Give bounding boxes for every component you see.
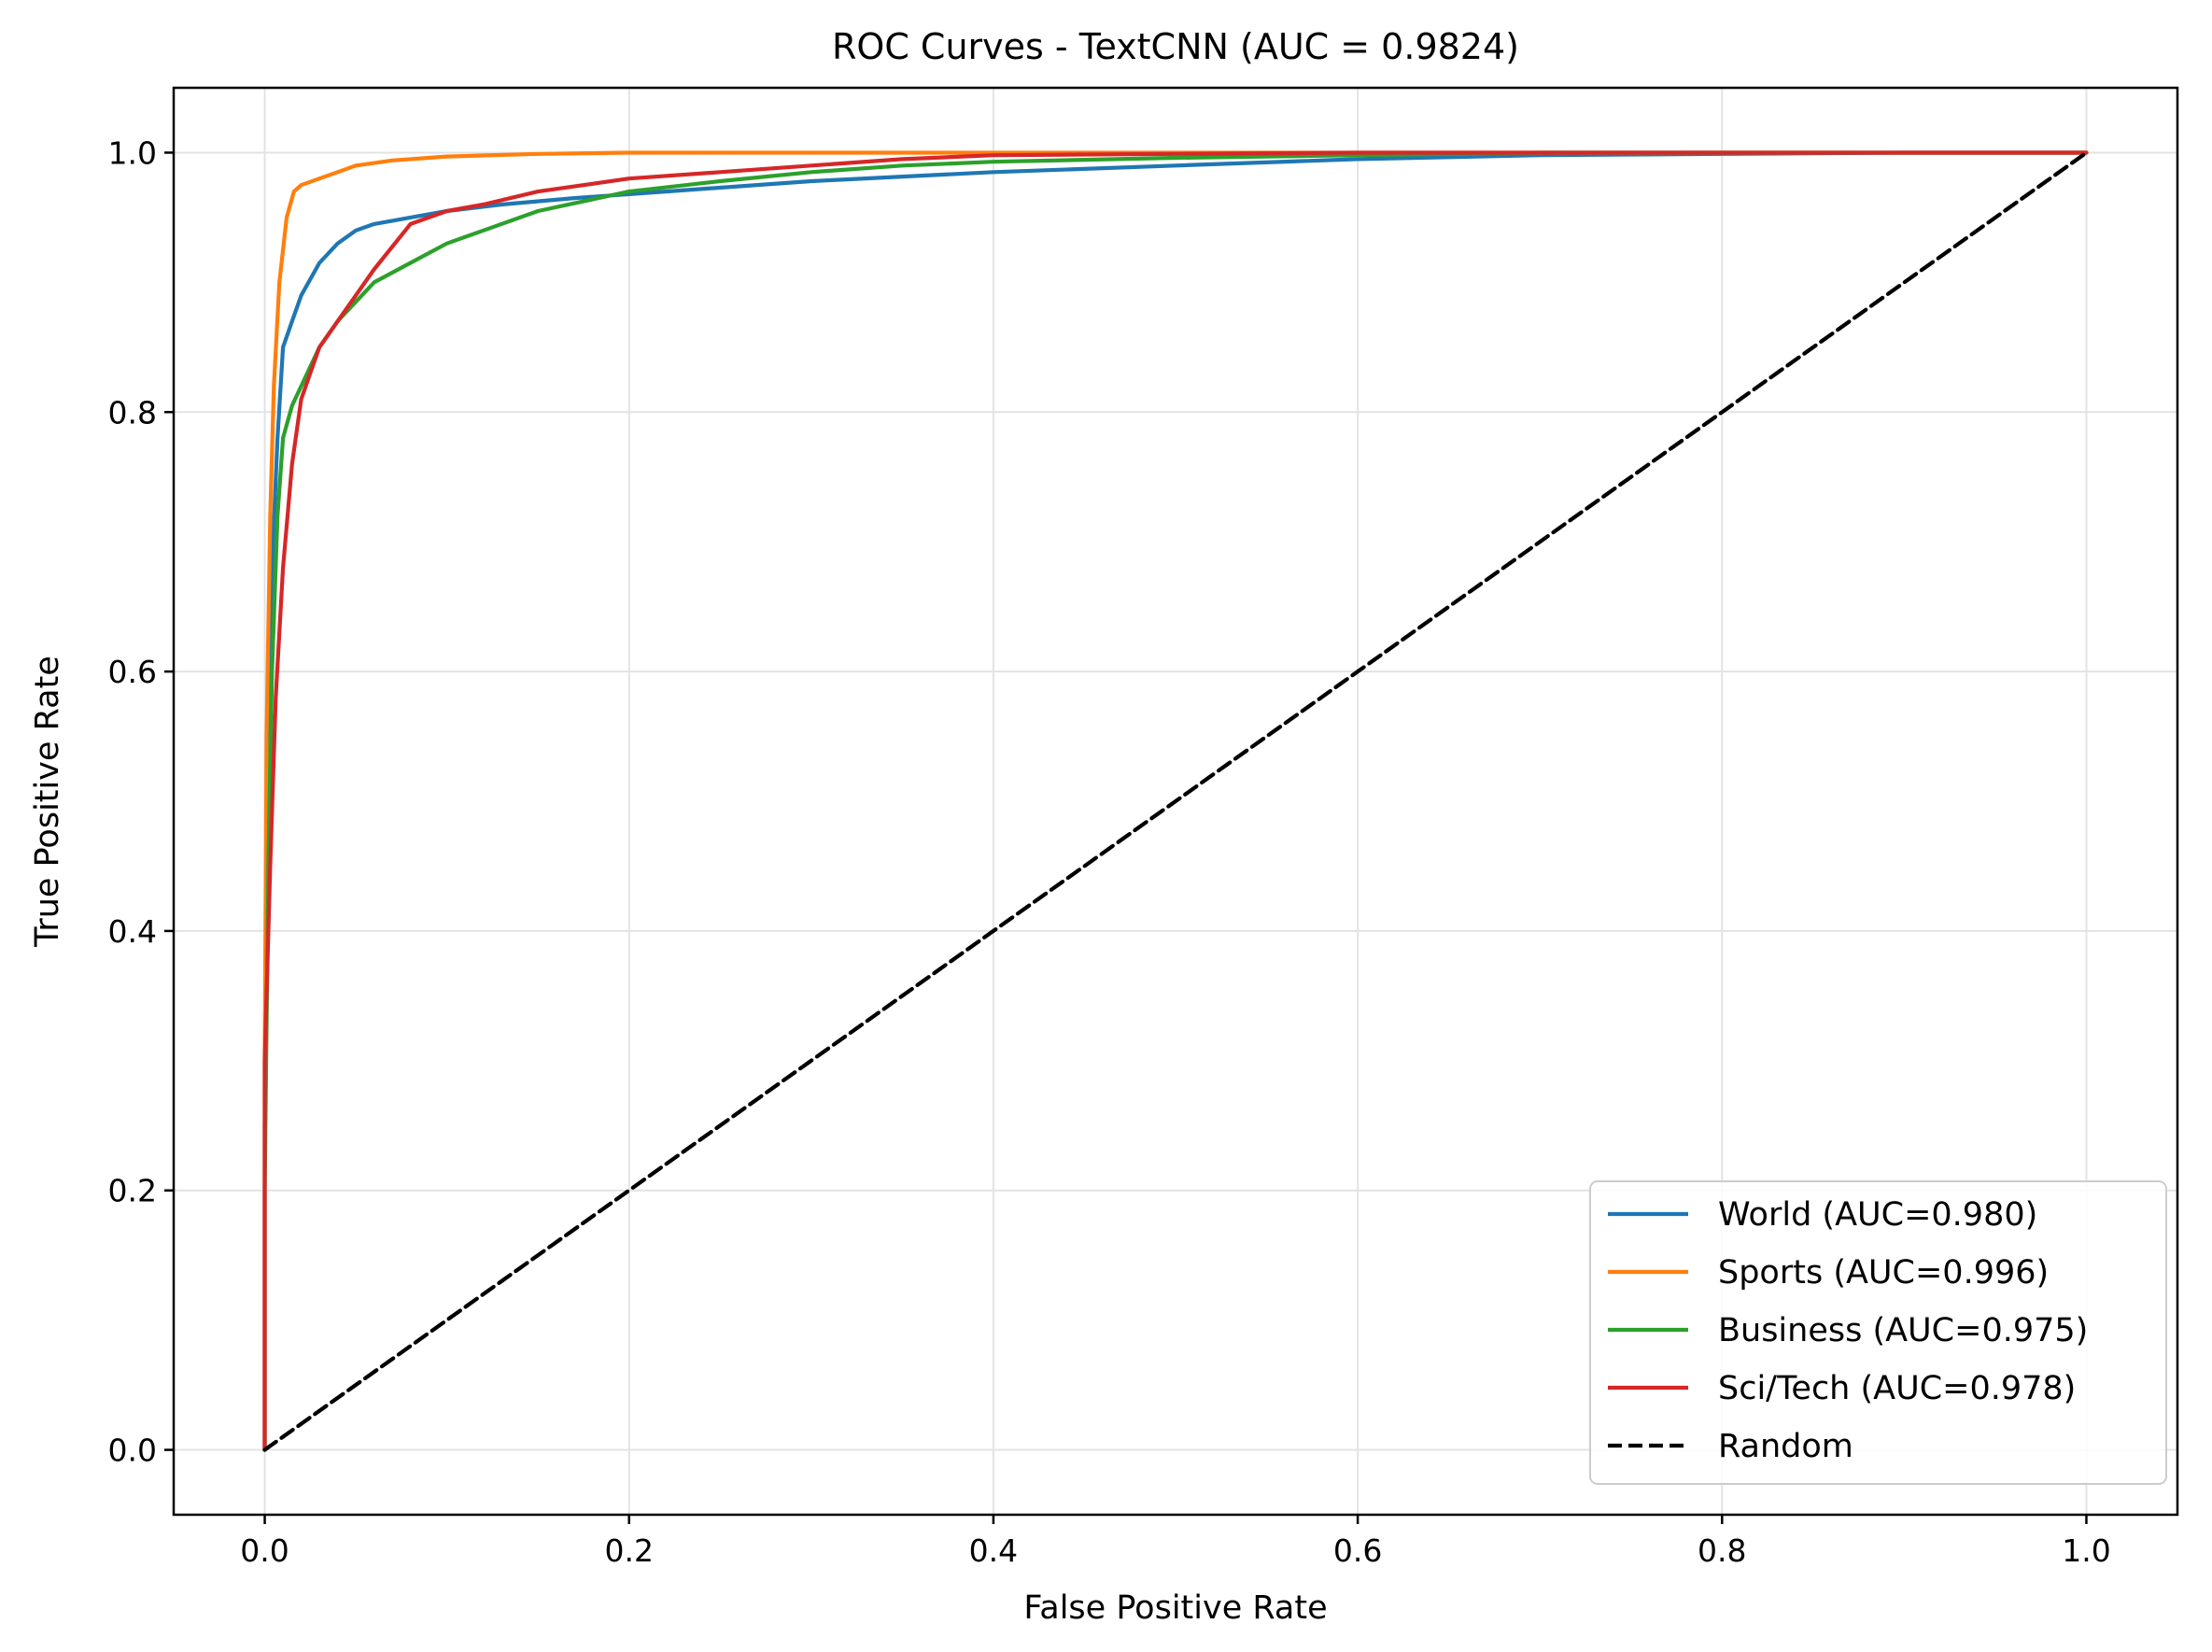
series-line-sci-tech bbox=[262, 150, 2089, 1452]
y-tick-label: 0.2 bbox=[108, 1173, 157, 1209]
x-tick-label: 0.0 bbox=[240, 1532, 289, 1569]
y-tick-label: 0.8 bbox=[108, 394, 157, 431]
x-tick-label: 0.2 bbox=[604, 1532, 653, 1569]
legend-label-world: World (AUC=0.980) bbox=[1718, 1196, 2037, 1234]
x-tick-label: 0.4 bbox=[969, 1532, 1018, 1569]
series-line-world bbox=[262, 150, 2089, 1452]
y-tick-label: 0.4 bbox=[108, 913, 157, 950]
x-axis-label: False Positive Rate bbox=[1023, 1589, 1327, 1627]
x-tick-label: 0.8 bbox=[1698, 1532, 1746, 1569]
chart-title: ROC Curves - TextCNN (AUC = 0.9824) bbox=[832, 26, 1519, 67]
plot-frame bbox=[172, 86, 2179, 1517]
x-tick-label: 0.6 bbox=[1333, 1532, 1382, 1569]
x-axis-ticks: 0.0 0.2 0.4 0.6 0.8 1.0 bbox=[240, 1515, 2111, 1569]
y-axis-ticks: 0.0 0.2 0.4 0.6 0.8 1.0 bbox=[108, 134, 174, 1469]
series-line-random bbox=[262, 150, 2089, 1452]
legend-label-sci-tech: Sci/Tech (AUC=0.978) bbox=[1718, 1370, 2076, 1407]
x-tick-label: 1.0 bbox=[2062, 1532, 2110, 1569]
series-layer bbox=[262, 150, 2089, 1452]
series-line-business bbox=[262, 150, 2089, 1452]
legend-label-random: Random bbox=[1718, 1428, 1853, 1465]
y-tick-label: 0.6 bbox=[108, 654, 157, 690]
y-tick-label: 1.0 bbox=[108, 134, 157, 171]
legend-box bbox=[1589, 1180, 2167, 1485]
legend-label-business: Business (AUC=0.975) bbox=[1718, 1312, 2088, 1349]
legend: World (AUC=0.980) Sports (AUC=0.996) Busin… bbox=[1589, 1180, 2167, 1485]
y-tick-label: 0.0 bbox=[108, 1433, 157, 1469]
legend-label-sports: Sports (AUC=0.996) bbox=[1718, 1254, 2049, 1292]
grid bbox=[174, 88, 2177, 1515]
series-line-sports bbox=[262, 150, 2089, 1452]
y-axis-label: True Positive Rate bbox=[29, 656, 66, 948]
